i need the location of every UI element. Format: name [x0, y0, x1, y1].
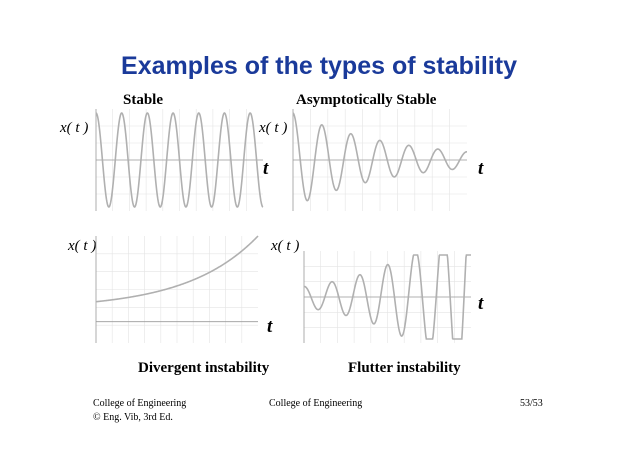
ylabel-asymptotically-stable: x( t )	[259, 120, 288, 136]
slide-title: Examples of the types of stability	[121, 52, 517, 80]
plot-asymptotically-stable	[292, 109, 467, 211]
plot-flutter	[303, 251, 471, 343]
xlabel-asymptotically-stable: t	[478, 158, 484, 179]
plot-stable	[95, 109, 264, 211]
plot-divergent	[95, 235, 259, 343]
xlabel-flutter: t	[478, 293, 484, 314]
ylabel-stable: x( t )	[60, 120, 89, 136]
response-curve-stable	[95, 112, 264, 208]
footer-left-line1: College of Engineering	[93, 398, 187, 409]
page-number: 53/53	[520, 398, 543, 409]
response-curve-divergent	[95, 235, 259, 303]
ylabel-divergent: x( t )	[68, 238, 97, 254]
ylabel-flutter: x( t )	[271, 238, 300, 254]
caption-stable: Stable	[123, 92, 164, 108]
caption-divergent-instability: Divergent instability	[138, 360, 270, 376]
xlabel-divergent: t	[267, 316, 273, 337]
caption-asymptotically-stable: Asymptotically Stable	[296, 92, 437, 108]
footer-left-line2: © Eng. Vib, 3rd Ed.	[93, 412, 173, 423]
caption-flutter-instability: Flutter instability	[348, 360, 461, 376]
response-curve-flutter	[303, 254, 471, 340]
xlabel-stable: t	[263, 158, 269, 179]
footer-center: College of Engineering	[269, 398, 363, 409]
response-curve-asymptotically-stable	[292, 112, 467, 202]
